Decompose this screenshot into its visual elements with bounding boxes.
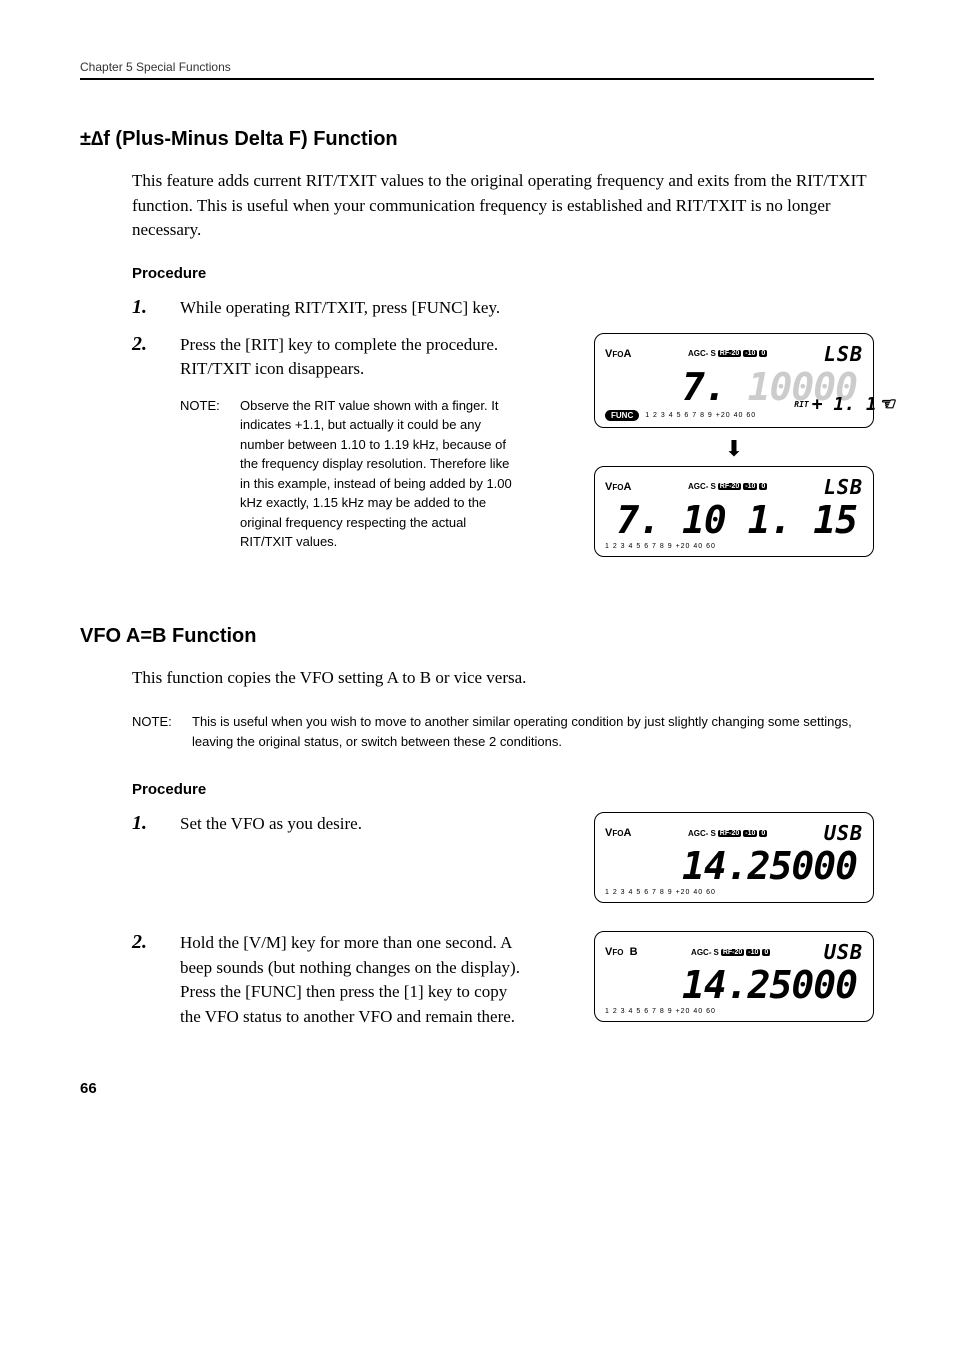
lcd-display-3: VFOA AGC-S RF-20-100 USB 14.25000 1 2 3 … <box>594 812 874 903</box>
note-text: This is useful when you wish to move to … <box>192 712 874 751</box>
down-arrow-icon: ⬇ <box>594 436 874 462</box>
chapter-header: Chapter 5 Special Functions <box>80 60 874 80</box>
step-number: 2. <box>132 931 180 1030</box>
vfo-label: VFOA <box>605 827 631 839</box>
section1-step2-row: 2. Press the [RIT] key to complete the p… <box>132 333 874 565</box>
step-number: 1. <box>132 812 180 837</box>
section1-step1: 1. While operating RIT/TXIT, press [FUNC… <box>132 296 874 321</box>
agc-indicators: AGC-S RF-20-100 <box>688 829 767 838</box>
step-number: 1. <box>132 296 180 319</box>
func-badge: FUNC <box>605 410 639 421</box>
lcd-display-1: VFOA AGC-S RF-20-100 LSB 7. 10000 FUNC 1… <box>594 333 874 428</box>
lcd-display-2: VFOA AGC-S RF-20-100 LSB 7. 10 1. 15 1 2… <box>594 466 874 557</box>
step-text: While operating RIT/TXIT, press [FUNC] k… <box>180 296 874 321</box>
section2-intro: This function copies the VFO setting A t… <box>132 666 874 691</box>
note-text: Observe the RIT value shown with a finge… <box>240 396 520 552</box>
rit-readout: RIT + 1. 1 ☜ <box>794 392 893 417</box>
section2-title: VFO A=B Function <box>80 625 874 648</box>
meter-scale: 1 2 3 4 5 6 7 8 9 +20 40 60 <box>605 543 716 550</box>
step-number: 2. <box>132 333 180 552</box>
section1-intro: This feature adds current RIT/TXIT value… <box>132 169 874 243</box>
lcd-display-4: VFO B AGC-S RF-20-100 USB 14.25000 1 2 3… <box>594 931 874 1022</box>
agc-indicators: AGC-S RF-20-100 <box>691 948 770 957</box>
agc-indicators: AGC-S RF-20-100 <box>688 349 767 358</box>
vfo-label: VFOA <box>605 348 631 360</box>
meter-scale: 1 2 3 4 5 6 7 8 9 +20 40 60 <box>605 889 716 896</box>
meter-scale: 1 2 3 4 5 6 7 8 9 +20 40 60 <box>605 1008 716 1015</box>
section2-note: NOTE: This is useful when you wish to mo… <box>132 712 874 751</box>
mode-indicator: LSB <box>824 475 863 499</box>
step2-note: NOTE: Observe the RIT value shown with a… <box>180 396 520 552</box>
agc-indicators: AGC-S RF-20-100 <box>688 482 767 491</box>
step-text: Hold the [V/M] key for more than one sec… <box>180 931 520 1030</box>
section2-step1-row: 1. Set the VFO as you desire. VFOA AGC-S… <box>132 812 874 911</box>
mode-indicator: USB <box>824 821 863 845</box>
frequency-readout: 14.25000 <box>605 847 857 885</box>
mode-indicator: USB <box>824 940 863 964</box>
page-number: 66 <box>80 1080 874 1097</box>
vfo-label: VFOA <box>605 481 631 493</box>
frequency-readout: 7. 10 1. 15 <box>605 501 857 539</box>
section2-procedure-label: Procedure <box>132 781 874 798</box>
note-label: NOTE: <box>132 712 192 751</box>
step-text: Press the [RIT] key to complete the proc… <box>180 333 520 382</box>
section1-procedure-label: Procedure <box>132 265 874 282</box>
note-label: NOTE: <box>180 396 240 552</box>
vfo-label: VFO B <box>605 946 638 958</box>
section1-title: ±∆f (Plus-Minus Delta F) Function <box>80 128 874 151</box>
step-text: Set the VFO as you desire. <box>180 812 520 837</box>
mode-indicator: LSB <box>824 342 863 366</box>
frequency-readout: 14.25000 <box>605 966 857 1004</box>
meter-scale: 1 2 3 4 5 6 7 8 9 +20 40 60 <box>645 412 756 419</box>
section2-step2-row: 2. Hold the [V/M] key for more than one … <box>132 931 874 1030</box>
pointing-hand-icon: ☜ <box>880 392 893 417</box>
